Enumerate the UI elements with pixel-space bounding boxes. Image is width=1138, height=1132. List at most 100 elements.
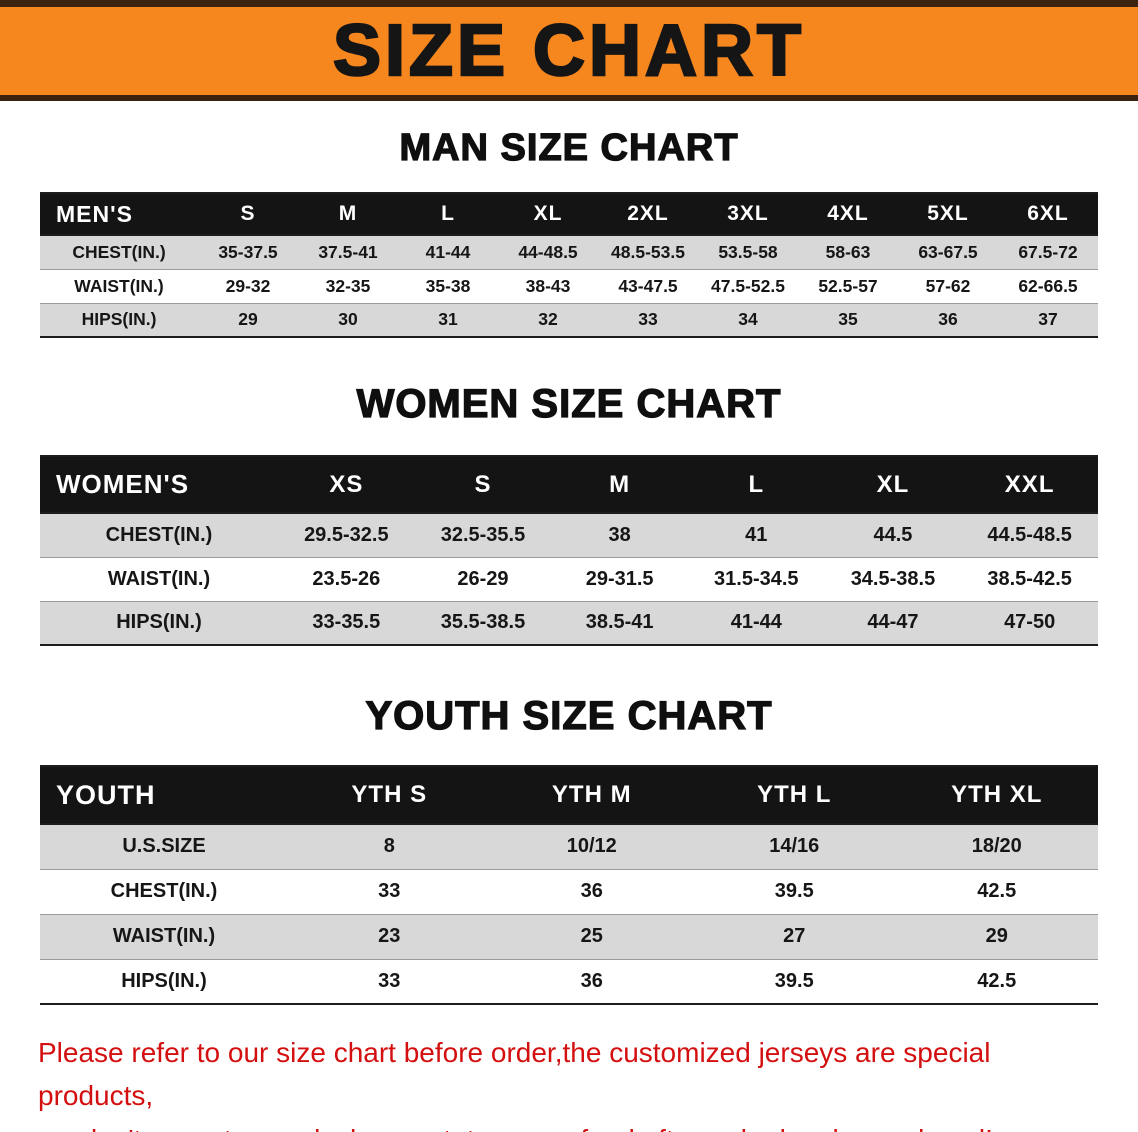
- row-label: HIPS(IN.): [116, 611, 202, 634]
- size-value: 47.5-52.5: [711, 275, 785, 296]
- size-column-header: XS: [278, 456, 415, 514]
- women-section-heading: WOMEN SIZE CHART: [356, 381, 782, 426]
- size-value: 37.5-41: [318, 241, 378, 262]
- size-value: 38.5-41: [585, 611, 654, 634]
- size-column-header: 6XL: [998, 193, 1098, 236]
- size-value: 29: [985, 925, 1008, 947]
- size-value: 58-63: [825, 241, 871, 262]
- size-column-header: XL: [498, 193, 598, 236]
- size-value: 25: [580, 925, 603, 947]
- size-value: 41-44: [425, 241, 471, 262]
- row-label: CHEST(IN.): [110, 880, 218, 902]
- size-value: 39.5: [774, 880, 814, 902]
- women-size-table: WOMEN'S XS S M L XL XXL CHEST(IN.) 29.5-32.5 32.5…: [40, 455, 1098, 646]
- size-value: 43-47.5: [618, 275, 678, 296]
- size-column-header: M: [298, 193, 398, 236]
- disclaimer-line-2: we don't accept cancel, change, teturn o…: [38, 1118, 1100, 1132]
- table-row: HIPS(IN.) 29 30 31 32 33 34 35 36 37: [40, 303, 1098, 337]
- table-row: U.S.SIZE 8 10/12 14/16 18/20: [40, 824, 1098, 869]
- size-column-header: S: [198, 193, 298, 236]
- size-value: 44.5-48.5: [987, 523, 1072, 546]
- size-column-header: S: [414, 456, 552, 514]
- size-value: 35: [838, 309, 858, 330]
- size-value: 57-62: [925, 275, 971, 296]
- size-value: 26-29: [457, 567, 509, 590]
- size-value: 38: [608, 523, 631, 546]
- table-row: CHEST(IN.) 29.5-32.5 32.5-35.5 38 41 44.5 44.5…: [40, 513, 1098, 557]
- women-size-section: WOMEN SIZE CHART WOMEN'S XS S M L XL XXL CHEST(…: [0, 381, 1138, 646]
- size-value: 30: [338, 309, 358, 330]
- size-value: 31.5-34.5: [714, 567, 799, 590]
- youth-size-table: YOUTH YTH S YTH M YTH L YTH XL U.S.SIZE 8 10/12…: [40, 765, 1098, 1005]
- table-row: HIPS(IN.) 33 36 39.5 42.5: [40, 959, 1098, 1004]
- size-value: 23.5-26: [312, 567, 381, 590]
- size-value: 29.5-32.5: [304, 523, 389, 546]
- size-column-header: 4XL: [798, 193, 898, 236]
- size-value: 33: [638, 309, 658, 330]
- table-header-row: YOUTH YTH S YTH M YTH L YTH XL: [40, 766, 1098, 825]
- men-section-heading: MAN SIZE CHART: [399, 126, 739, 169]
- youth-size-section: YOUTH SIZE CHART YOUTH YTH S YTH M YTH L YTH…: [0, 693, 1138, 1005]
- men-size-table: MEN'S S M L XL 2XL 3XL 4XL 5XL 6XL CHEST(IN.) 35-37…: [40, 192, 1098, 338]
- size-column-header: L: [687, 456, 825, 514]
- size-column-header: YTH L: [693, 766, 896, 825]
- size-column-header: M: [551, 456, 688, 514]
- size-column-header: YTH M: [490, 766, 693, 825]
- size-value: 52.5-57: [818, 275, 878, 296]
- size-value: 37: [1038, 309, 1058, 330]
- size-value: 29: [238, 309, 258, 330]
- size-value: 14/16: [769, 835, 820, 858]
- size-value: 53.5-58: [718, 241, 778, 262]
- row-label: U.S.SIZE: [122, 835, 206, 858]
- row-label: CHEST(IN.): [72, 241, 166, 262]
- size-value: 67.5-72: [1018, 241, 1078, 262]
- size-value: 35-37.5: [218, 241, 278, 262]
- size-column-header: 5XL: [898, 193, 998, 236]
- size-value: 8: [383, 835, 395, 858]
- row-label: WAIST(IN.): [74, 275, 164, 296]
- size-value: 38-43: [525, 275, 571, 296]
- page-title: SIZE CHART: [332, 11, 805, 91]
- size-value: 38.5-42.5: [987, 567, 1072, 590]
- size-value: 29-32: [225, 275, 271, 296]
- size-value: 44-48.5: [518, 241, 578, 262]
- size-value: 27: [783, 925, 806, 947]
- table-corner-header: MEN'S: [40, 193, 198, 236]
- size-value: 36: [580, 969, 603, 992]
- size-value: 35.5-38.5: [440, 611, 526, 634]
- size-value: 48.5-53.5: [611, 241, 685, 262]
- row-label: HIPS(IN.): [81, 309, 157, 330]
- size-column-header: XL: [824, 456, 962, 514]
- banner: SIZE CHART: [0, 0, 1138, 101]
- size-value: 36: [580, 880, 603, 902]
- table-row: CHEST(IN.) 33 36 39.5 42.5: [40, 869, 1098, 914]
- size-value: 41: [745, 523, 768, 546]
- size-value: 42.5: [977, 969, 1017, 992]
- table-header-row: WOMEN'S XS S M L XL XXL: [40, 456, 1098, 514]
- size-value: 35-38: [425, 275, 471, 296]
- size-value: 34: [738, 309, 758, 330]
- table-row: WAIST(IN.) 29-32 32-35 35-38 38-43 43-47.5 47.…: [40, 269, 1098, 303]
- table-corner-header: YOUTH: [40, 766, 288, 825]
- size-value: 34.5-38.5: [850, 567, 936, 590]
- size-column-header: YTH XL: [895, 766, 1098, 825]
- table-corner-header: WOMEN'S: [40, 456, 278, 514]
- size-value: 29-31.5: [585, 567, 654, 590]
- size-value: 33: [378, 969, 401, 992]
- size-value: 39.5: [774, 969, 814, 992]
- size-column-header: L: [398, 193, 498, 236]
- table-row: WAIST(IN.) 23.5-26 26-29 29-31.5 31.5-34.5 34…: [40, 557, 1098, 601]
- disclaimer: Please refer to our size chart before or…: [38, 1031, 1100, 1132]
- size-value: 33: [378, 880, 401, 902]
- table-row: CHEST(IN.) 35-37.5 37.5-41 41-44 44-48.5 48.5…: [40, 235, 1098, 269]
- size-value: 62-66.5: [1018, 275, 1078, 296]
- size-column-header: 3XL: [698, 193, 798, 236]
- size-value: 47-50: [1004, 611, 1056, 634]
- size-value: 18/20: [971, 835, 1022, 858]
- size-value: 36: [938, 309, 958, 330]
- size-value: 23: [378, 925, 401, 947]
- table-header-row: MEN'S S M L XL 2XL 3XL 4XL 5XL 6XL: [40, 193, 1098, 236]
- row-label: HIPS(IN.): [121, 969, 207, 992]
- row-label: WAIST(IN.): [112, 925, 216, 947]
